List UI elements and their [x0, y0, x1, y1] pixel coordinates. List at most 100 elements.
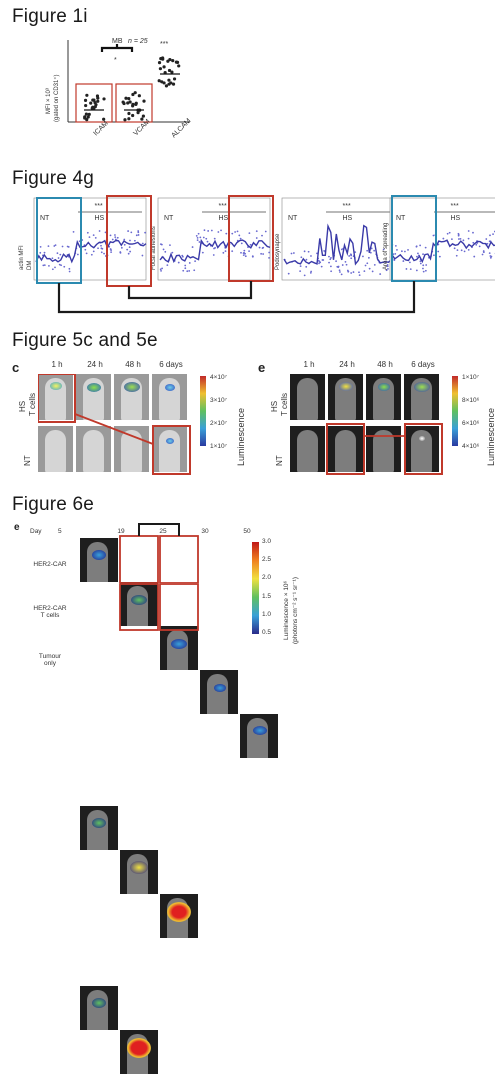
fig4g-point — [58, 257, 60, 259]
panel-e-row1-label: HS — [270, 401, 279, 412]
scatter-point — [83, 116, 86, 119]
fig4g-point — [99, 230, 101, 232]
fig4g-point — [402, 260, 404, 262]
fig4g-point — [288, 273, 290, 275]
fig4g-point — [339, 269, 341, 271]
fig4g-sig-label: *** — [95, 203, 103, 210]
panel-c-scale: 4×10⁷ 3×10⁷ 2×10⁷ 1×10⁷ — [210, 374, 227, 450]
fig4g-point — [234, 231, 236, 233]
fig4g-point — [134, 240, 136, 242]
fig4g-point — [489, 234, 491, 236]
fig4g-point — [425, 264, 427, 266]
fig4g-point — [268, 257, 270, 259]
scatter-point — [122, 100, 125, 103]
panel-c-times: 1 h 24 h 48 h 6 days — [38, 360, 198, 369]
fig4g-point — [348, 255, 350, 257]
fig4g-point — [291, 253, 293, 255]
scatter-point — [92, 99, 95, 102]
fig4g-point — [310, 255, 312, 257]
panel-e-row2-label: NT — [275, 455, 284, 466]
fig4g-point — [293, 252, 295, 254]
fig4g-point — [433, 254, 435, 256]
f6-scale-4: 1.5 — [262, 593, 271, 600]
scatter-point — [175, 60, 178, 63]
scatter-point — [159, 67, 162, 70]
fig4g-point — [198, 233, 200, 235]
fig4g-point — [339, 271, 341, 273]
fig4g-point — [137, 231, 139, 233]
panel-c-scale-1: 4×10⁷ — [210, 374, 227, 381]
fig4g-point — [171, 252, 173, 254]
fig4g-point — [54, 266, 56, 268]
fig4g-point — [489, 255, 491, 257]
fig4g-point — [256, 237, 258, 239]
f6-scale-6: 0.5 — [262, 629, 271, 636]
fig4g-panel-frame — [390, 198, 495, 280]
fig4g-point — [489, 252, 491, 254]
fig4g-point — [161, 267, 163, 269]
panel-c-scale-title-text: Luminescence — [236, 408, 246, 466]
fig4g-point — [365, 265, 367, 267]
scatter-point — [140, 118, 143, 121]
fig4g-point — [422, 264, 424, 266]
scatter-point — [84, 99, 87, 102]
fig4g-point — [425, 270, 427, 272]
fig4g-point — [112, 239, 114, 241]
fig4g-point — [237, 230, 239, 232]
scatter-point — [87, 115, 90, 118]
f6-r2-d25 — [160, 894, 198, 938]
fig4g-point — [197, 237, 199, 239]
fig4g-point — [214, 238, 216, 240]
fig4g-point — [101, 251, 103, 253]
fig4g-ylabel: DM — [27, 261, 33, 270]
fig4g-hs-label: HS — [343, 215, 353, 222]
fig4g-point — [243, 250, 245, 252]
scatter-point — [127, 97, 130, 100]
fig4g-point — [184, 265, 186, 267]
f6-r3-d19 — [120, 1030, 158, 1074]
fig4g-point — [259, 247, 261, 249]
fig4g-point — [394, 253, 396, 255]
fig4g-point — [262, 253, 264, 255]
panel-e-times: 1 h 24 h 48 h 6 days — [290, 360, 445, 369]
fig4g-point — [44, 264, 46, 266]
f6-scale-1: 3.0 — [262, 538, 271, 545]
fig4g-point — [300, 265, 302, 267]
fig4g-point — [252, 256, 254, 258]
fig4g-point — [103, 253, 105, 255]
fig4g-point — [425, 247, 427, 249]
scatter-point — [127, 112, 130, 115]
scatter-point — [162, 81, 165, 84]
fig4g-point — [59, 264, 61, 266]
scatter-point — [96, 97, 99, 100]
fig4g-point — [117, 237, 119, 239]
fig4g-point — [231, 233, 233, 235]
f6-r3-d5 — [80, 986, 118, 1030]
fig4g-point — [437, 251, 439, 253]
panel-c-row2-label: NT — [23, 455, 32, 466]
fig4g-point — [84, 249, 86, 251]
fig4g-point — [370, 252, 372, 254]
fig4g-point — [55, 244, 57, 246]
scatter-point — [171, 59, 174, 62]
fig4g-point — [205, 238, 207, 240]
panel-e-row-labels: HS T cells NT — [266, 372, 290, 482]
figure-6e-letter: e — [14, 522, 20, 533]
fig4g-point — [350, 255, 352, 257]
f6-scale-title-1: Luminescence × 10⁶ — [283, 580, 290, 640]
fig4g-point — [350, 257, 352, 259]
figure-6e-scale-title: Luminescence × 10⁶ (photons cm⁻² s⁻¹ sr⁻… — [280, 540, 304, 650]
fig4g-sig-label: *** — [451, 203, 459, 210]
fig4g-point — [468, 238, 470, 240]
fig4g-point — [401, 250, 403, 252]
scatter-point — [84, 104, 87, 107]
fig4g-point — [240, 238, 242, 240]
fig4g-point — [368, 257, 370, 259]
fig4g-point — [59, 254, 61, 256]
panel-e-scale-title: Luminescence — [484, 374, 498, 474]
fig4g-point — [248, 232, 250, 234]
figure-1i-legend: MB — [112, 38, 123, 45]
fig4g-point — [318, 262, 320, 264]
fig4g-point — [451, 238, 453, 240]
fig4g-point — [353, 271, 355, 273]
